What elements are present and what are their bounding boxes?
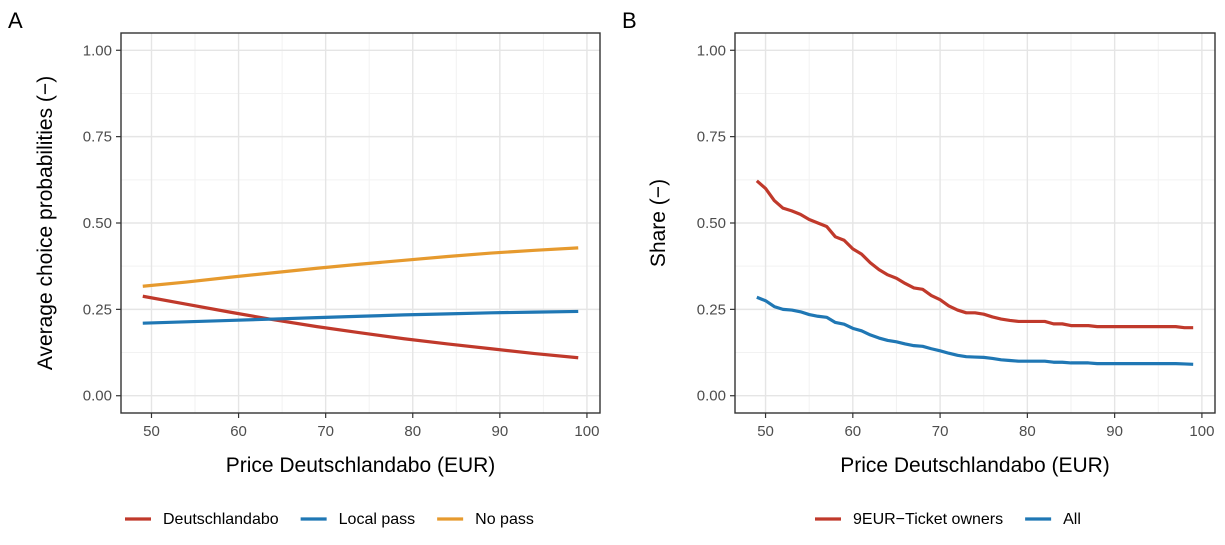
- y-tick-label: 0.75: [83, 129, 112, 146]
- legend-label: 9EUR−Ticket owners: [853, 511, 1003, 528]
- y-tick-label: 0.50: [697, 215, 726, 232]
- x-axis-title: Price Deutschlandabo (EUR): [226, 454, 496, 477]
- y-tick-label: 1.00: [697, 42, 726, 59]
- x-tick-label: 80: [1019, 423, 1036, 440]
- panel-b-chart: 50 60 70 80 90 100 0.00 0.25 0.50 0.75 1.00 Price D…: [647, 32, 1216, 528]
- panel-letter-b: B: [622, 8, 637, 33]
- x-tick-label: 60: [844, 423, 861, 440]
- y-tick-label: 0.25: [83, 301, 112, 318]
- y-tick-label: 0.75: [697, 129, 726, 146]
- legend-label: No pass: [475, 511, 534, 528]
- y-tick-label: 0.00: [83, 388, 112, 405]
- x-axis-title: Price Deutschlandabo (EUR): [840, 454, 1110, 477]
- x-tick-label: 100: [1189, 423, 1214, 440]
- x-tick-label: 70: [317, 423, 334, 440]
- series-line: [142, 246, 579, 288]
- x-tick-label: 60: [230, 423, 247, 440]
- y-tick-label: 0.00: [697, 388, 726, 405]
- x-tick-label: 100: [574, 423, 599, 440]
- series-line: [755, 179, 1194, 330]
- x-tick-label: 70: [932, 423, 949, 440]
- x-tick-label: 90: [1106, 423, 1123, 440]
- legend-label: All: [1063, 511, 1081, 528]
- y-tick-label: 0.50: [83, 215, 112, 232]
- x-tick-label: 50: [757, 423, 774, 440]
- legend-label: Deutschlandabo: [163, 511, 279, 528]
- panel-a-chart: 50 60 70 80 90 100 0.00 0.25 0.50 0.75 1.00 Price D…: [34, 32, 601, 528]
- series-line: [142, 309, 579, 325]
- y-tick-label: 0.25: [697, 301, 726, 318]
- series-line: [142, 294, 579, 360]
- y-axis-title: Share (−): [647, 179, 670, 267]
- x-tick-label: 50: [143, 423, 160, 440]
- y-axis-title: Average choice probabilities (−): [34, 76, 57, 370]
- y-tick-label: 1.00: [83, 42, 112, 59]
- x-tick-label: 90: [492, 423, 509, 440]
- x-tick-label: 80: [404, 423, 421, 440]
- legend-label: Local pass: [339, 511, 416, 528]
- panel-letter-a: A: [8, 8, 23, 33]
- series-line: [756, 295, 1194, 366]
